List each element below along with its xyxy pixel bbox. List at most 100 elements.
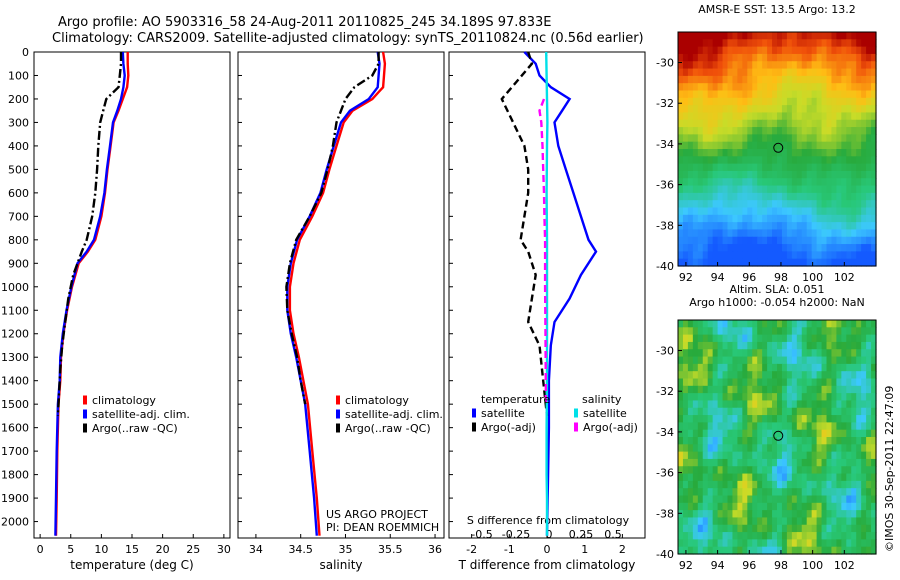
map-cell — [777, 480, 783, 489]
map-cell — [791, 502, 798, 511]
map-cell — [777, 112, 783, 121]
map-cell — [732, 400, 738, 409]
map-cell — [856, 39, 862, 48]
map-cell — [816, 524, 823, 533]
map-cell — [717, 97, 724, 106]
map-cell — [811, 371, 818, 380]
map-cell — [821, 32, 828, 40]
map-cell — [702, 200, 709, 209]
map-cell — [692, 134, 699, 143]
map-cell — [786, 53, 793, 62]
map-cell — [786, 90, 793, 99]
map-cell — [861, 222, 867, 231]
map-cell — [861, 185, 867, 194]
x-tick-label: 36 — [428, 543, 442, 556]
map-cell — [737, 134, 743, 143]
map-cell — [682, 251, 689, 260]
map-cell — [772, 502, 778, 511]
map-cell — [762, 502, 768, 511]
map-cell — [811, 517, 818, 526]
map-cell — [678, 127, 684, 135]
map-cell — [707, 349, 714, 358]
map-cell — [851, 327, 857, 336]
map-cell — [742, 393, 748, 402]
map-cell — [747, 393, 753, 402]
map-cell — [796, 207, 803, 216]
map-cell — [811, 539, 818, 548]
map-cell — [678, 437, 684, 445]
map-cell — [707, 393, 714, 402]
map-cell — [816, 451, 823, 460]
map-cell — [692, 178, 699, 187]
map-cell — [826, 149, 833, 157]
map-cell — [791, 458, 798, 467]
map-cell — [762, 141, 768, 150]
map-cell — [717, 393, 724, 402]
map-cell — [717, 444, 724, 453]
map-cell — [727, 105, 734, 114]
map-cell — [806, 229, 813, 238]
map-cell — [707, 46, 714, 55]
map-cell — [821, 68, 828, 77]
map-cell — [722, 334, 729, 343]
map-cell — [692, 393, 699, 402]
map-cell — [687, 200, 694, 209]
map-cell — [767, 185, 773, 194]
map-cell — [851, 415, 857, 423]
map-cell — [777, 251, 783, 260]
map-cell — [816, 32, 823, 40]
map-cell — [732, 415, 738, 423]
map-cell — [772, 32, 778, 40]
map-cell — [856, 214, 862, 223]
map-cell — [752, 46, 758, 55]
map-cell — [841, 524, 847, 533]
map-cell — [692, 83, 699, 92]
map-cell — [702, 532, 709, 540]
map-cell — [722, 244, 729, 252]
map-cell — [697, 400, 704, 409]
map-cell — [781, 251, 788, 260]
map-cell — [796, 349, 803, 358]
map-cell — [737, 320, 743, 328]
map-cell — [712, 185, 719, 194]
map-cell — [717, 53, 724, 62]
map-cell — [727, 141, 734, 150]
temperature-panel: 0 5 10 15 20 25 300100200300400500600700800900… — [1, 46, 231, 572]
map-cell — [871, 524, 877, 533]
map-cell — [826, 334, 833, 343]
map-cell — [717, 207, 724, 216]
map-cell — [777, 415, 783, 423]
map-cell — [796, 488, 803, 497]
map-cell — [692, 200, 699, 209]
map-cell — [737, 356, 743, 365]
map-cell — [786, 134, 793, 143]
map-cell — [722, 90, 729, 99]
map-cell — [866, 488, 872, 497]
map-cell — [831, 178, 837, 187]
map-cell — [707, 244, 714, 252]
title-line-2: Climatology: CARS2009. Satellite-adjuste… — [52, 31, 644, 46]
map-cell — [772, 185, 778, 194]
map-cell — [702, 83, 709, 92]
x-tick-label: 34 — [249, 543, 263, 556]
map-cell — [682, 517, 689, 526]
map-cell — [816, 334, 823, 343]
map-cell — [826, 90, 833, 99]
y-tick-label: -32 — [656, 97, 674, 110]
map-cell — [866, 178, 872, 187]
map-cell — [678, 46, 684, 55]
map-cell — [811, 258, 818, 267]
map-cell — [757, 422, 763, 431]
map-cell — [737, 68, 743, 77]
map-cell — [697, 466, 704, 475]
map-cell — [851, 68, 857, 77]
map-cell — [737, 200, 743, 209]
map-cell — [786, 334, 793, 343]
map-cell — [777, 163, 783, 172]
map-cell — [692, 378, 699, 387]
map-cell — [851, 236, 857, 245]
map-cell — [752, 363, 758, 372]
map-cell — [772, 97, 778, 106]
map-cell — [752, 83, 758, 92]
map-cell — [712, 532, 719, 540]
